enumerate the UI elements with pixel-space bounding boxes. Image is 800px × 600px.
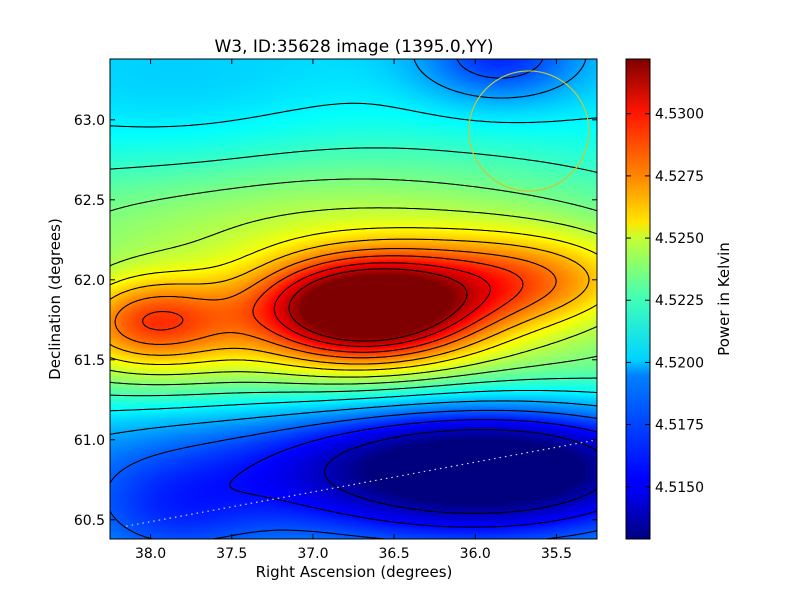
- contour-line: [288, 268, 468, 342]
- y-axis-label: Declination (degrees): [46, 218, 64, 380]
- contour-line: [273, 262, 491, 348]
- contour-line: [109, 58, 598, 540]
- contour-line: [324, 429, 598, 514]
- x-tick-label: 35.5: [541, 546, 572, 562]
- x-tick-label: 37.5: [216, 546, 247, 562]
- contour-line: [109, 58, 598, 435]
- beam-circle: [468, 70, 590, 192]
- colorbar-tick-label: 4.5300: [655, 107, 704, 123]
- x-tick-label: 36.5: [378, 546, 409, 562]
- contour-line: [109, 102, 598, 412]
- colorbar-tick-label: 4.5250: [655, 231, 704, 247]
- contour-line: [229, 419, 598, 528]
- contour-line: [109, 178, 598, 386]
- overlays: [126, 70, 598, 527]
- plot-frame: [109, 58, 598, 540]
- x-tick-label: 37.0: [297, 546, 328, 562]
- y-tick-label: 62.0: [74, 273, 105, 289]
- contour-line: [109, 207, 598, 378]
- y-tick-label: 60.5: [74, 513, 105, 529]
- colorbar-tick-label: 4.5150: [655, 480, 704, 496]
- contour-line: [109, 227, 598, 371]
- colorbar: [625, 58, 651, 540]
- colorbar-tick-label: 4.5275: [655, 169, 704, 185]
- y-tick-label: 63.0: [74, 113, 105, 129]
- colorbar-tick-label: 4.5200: [655, 355, 704, 371]
- heatmap-image: [110, 59, 597, 539]
- contour-line: [114, 248, 557, 359]
- y-axis-ticks: 60.5 61.0 61.5 62.0 62.5 63.0: [74, 113, 597, 529]
- colorbar-tick-label: 4.5175: [655, 418, 704, 434]
- colorbar-label: Power in Kelvin: [715, 242, 733, 356]
- contour-line: [142, 255, 524, 353]
- x-axis-label: Right Ascension (degrees): [256, 563, 453, 581]
- y-tick-label: 62.5: [74, 193, 105, 209]
- x-tick-label: 38.0: [135, 546, 166, 562]
- x-tick-label: 36.0: [460, 546, 491, 562]
- colorbar-ticks: 4.5150 4.5175 4.5200 4.5225 4.5250 4.5275 4.53…: [626, 107, 704, 496]
- contour-line: [109, 238, 590, 365]
- y-tick-label: 61.0: [74, 433, 105, 449]
- colorbar-tick-label: 4.5225: [655, 293, 704, 309]
- contour-line: [109, 147, 598, 397]
- chart-title: W3, ID:35628 image (1395.0,YY): [214, 37, 493, 57]
- contour-lines: [109, 58, 598, 540]
- x-axis-ticks: 38.0 37.5 37.0 36.5 36.0 35.5: [135, 59, 572, 562]
- y-tick-label: 61.5: [74, 353, 105, 369]
